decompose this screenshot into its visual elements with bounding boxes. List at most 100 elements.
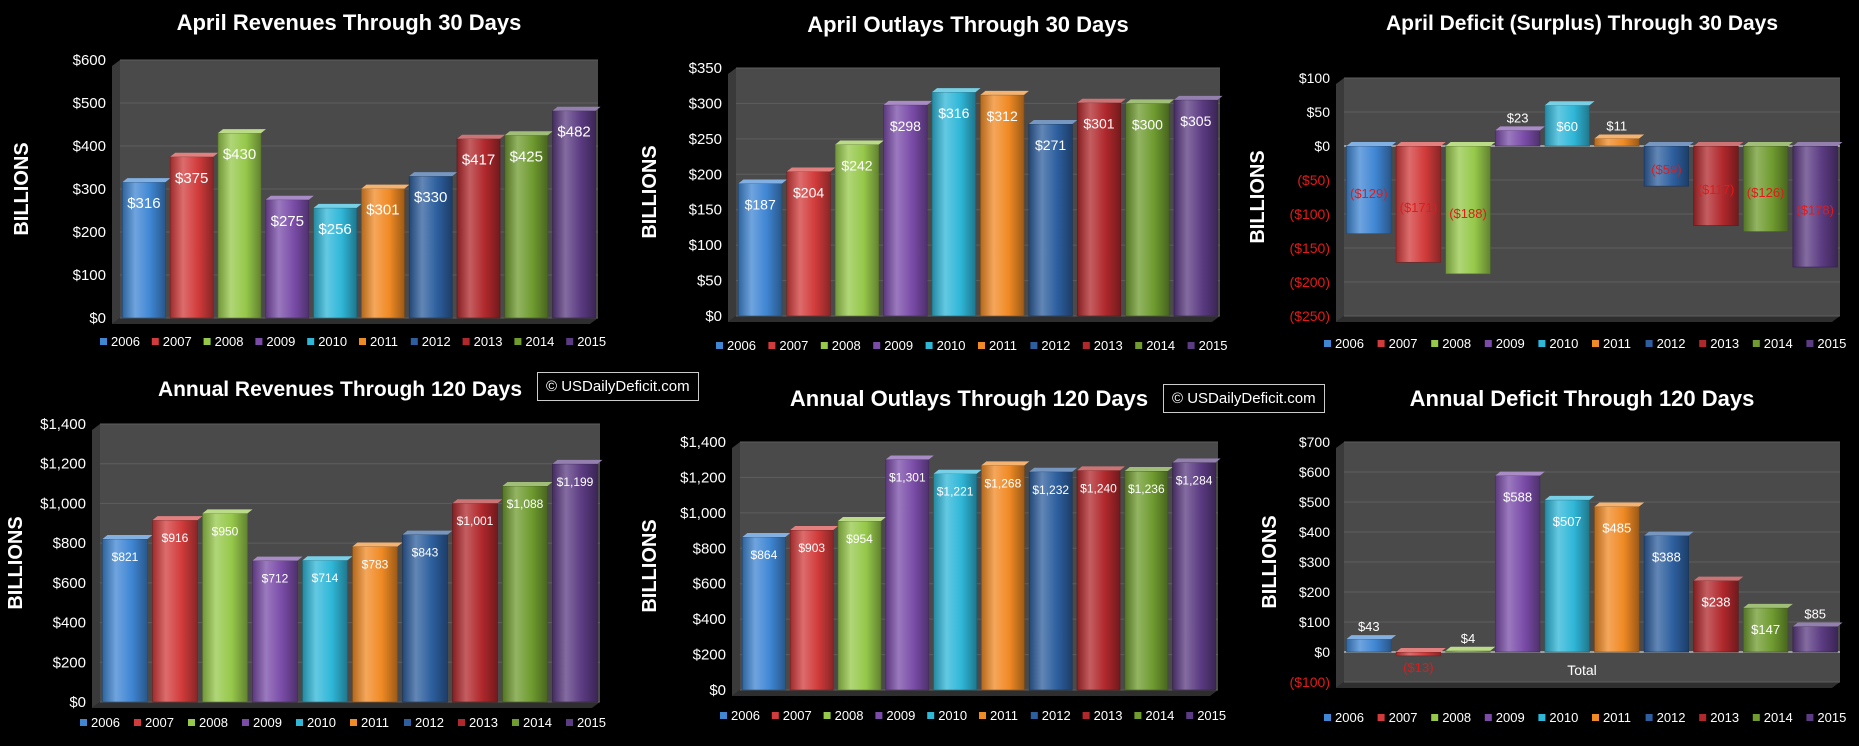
bar-2011 [1594, 138, 1640, 147]
y-tick-label: $300 [689, 95, 722, 112]
legend-item-2007: 2007 [1389, 336, 1418, 351]
y-tick-label: $0 [1314, 644, 1330, 660]
value-label: $312 [987, 108, 1018, 124]
bar-cap-2008 [835, 140, 884, 145]
watermark-right: © USDailyDeficit.com [1163, 384, 1325, 413]
legend-swatch-2013 [1699, 340, 1707, 347]
legend-item-2015: 2015 [577, 715, 606, 730]
legend-swatch-2007 [771, 712, 779, 719]
value-label: $238 [1702, 595, 1731, 610]
value-label: $316 [938, 105, 969, 121]
legend-item-2009: 2009 [1496, 336, 1525, 351]
value-label: $588 [1503, 490, 1532, 505]
y-tick-label: $250 [689, 131, 722, 148]
bar-2015 [1792, 626, 1838, 653]
value-label: $43 [1358, 619, 1380, 634]
legend-item-2008: 2008 [835, 708, 864, 723]
bar-cap-2008 [1445, 142, 1496, 146]
bar-cap-2011 [1594, 502, 1645, 507]
legend-swatch-2011 [978, 342, 985, 349]
bar-2013 [452, 502, 498, 703]
value-label: ($126) [1747, 185, 1785, 200]
legend-swatch-2008 [203, 338, 211, 345]
value-label: $430 [223, 146, 256, 163]
value-label: $954 [846, 532, 873, 546]
y-tick-label: $50 [697, 273, 722, 290]
bar-2006 [1346, 638, 1392, 653]
chart-april-deficit: April Deficit (Surplus) Through 30 Days B… [1240, 0, 1859, 372]
bar-2014 [1742, 607, 1789, 653]
bar-cap-2013 [456, 134, 506, 139]
value-label: $417 [462, 152, 495, 169]
y-tick-label: $400 [1299, 524, 1330, 540]
chart-annual-outlays: Annual Outlays Through 120 Days BILLIONS $… [620, 372, 1240, 744]
bar-cap-2009 [265, 195, 314, 200]
legend-swatch-2006 [716, 342, 723, 349]
legend-item-2009: 2009 [253, 715, 282, 730]
y-tick-label: $100 [73, 267, 106, 284]
bar-cap-2013 [452, 499, 503, 504]
bar-2010 [1544, 104, 1590, 147]
value-label: $1,236 [1128, 482, 1165, 496]
value-label: $275 [271, 213, 304, 230]
chart-april-revenues: April Revenues Through 30 Days BILLIONS $0… [0, 0, 620, 372]
bar-cap-2014 [1124, 467, 1173, 472]
bar-cap-2012 [1644, 531, 1694, 536]
bar-2012 [408, 175, 453, 319]
chart-svg: Annual Outlays Through 120 Days BILLIONS $… [639, 386, 1226, 723]
value-label: $1,221 [937, 485, 974, 499]
bar-cap-2011 [1594, 134, 1645, 139]
bar-cap-2012 [1028, 119, 1078, 124]
bar-cap-2015 [1792, 622, 1843, 627]
legend-item-2007: 2007 [1389, 710, 1418, 725]
chart-annual-revenues: Annual Revenues Through 120 Days BILLIONS… [0, 372, 620, 744]
bar-2009 [252, 560, 298, 703]
y-tick-label: $200 [53, 654, 86, 671]
plot-side-wall [732, 442, 740, 696]
legend-swatch-2009 [255, 338, 263, 345]
y-tick-label: $100 [1299, 70, 1330, 86]
bar-2014 [502, 485, 548, 703]
legend-item-2012: 2012 [422, 334, 451, 349]
value-label: ($178) [1796, 203, 1834, 218]
legend-item-2006: 2006 [727, 338, 756, 353]
bar-cap-2012 [409, 172, 458, 177]
bar-2013 [1693, 580, 1739, 653]
y-tick-label: $500 [1299, 494, 1330, 510]
bar-cap-2009 [883, 100, 933, 105]
legend-swatch-2010 [927, 712, 935, 719]
legend-swatch-2006 [1324, 714, 1331, 721]
y-tick-label: $200 [73, 224, 106, 241]
bar-2007 [789, 529, 834, 691]
legend-swatch-2010 [1538, 340, 1546, 347]
legend-item-2007: 2007 [783, 708, 812, 723]
value-label: ($59) [1651, 162, 1681, 177]
y-tick-label: $0 [709, 682, 726, 699]
bar-2011 [981, 465, 1025, 691]
bar-cap-2010 [1544, 101, 1595, 106]
y-tick-label: $0 [1314, 138, 1330, 154]
bar-2008 [217, 132, 262, 319]
value-label: $1,301 [889, 471, 926, 485]
bar-2010 [933, 473, 977, 691]
bar-2012 [1028, 471, 1073, 691]
legend-swatch-2011 [1592, 714, 1599, 721]
bar-cap-2008 [217, 129, 267, 134]
bar-2008 [837, 520, 882, 691]
legend-swatch-2008 [823, 712, 831, 719]
legend-item-2011: 2011 [361, 715, 389, 730]
value-label: $916 [162, 531, 189, 545]
bar-cap-2009 [885, 455, 934, 460]
bar-2011 [980, 94, 1025, 317]
legend-item-2012: 2012 [1657, 336, 1686, 351]
y-tick-label: $700 [1299, 434, 1330, 450]
y-axis-title: BILLIONS [639, 145, 661, 238]
chart-title: April Revenues Through 30 Days [177, 10, 522, 35]
x-axis-label: Total [1567, 662, 1597, 678]
value-label: $1,240 [1080, 481, 1117, 495]
y-tick-label: ($50) [1297, 172, 1330, 188]
value-label: $1,268 [985, 476, 1022, 490]
y-tick-label: $1,200 [680, 469, 726, 486]
legend-item-2013: 2013 [1094, 338, 1123, 353]
legend-item-2013: 2013 [1710, 710, 1739, 725]
